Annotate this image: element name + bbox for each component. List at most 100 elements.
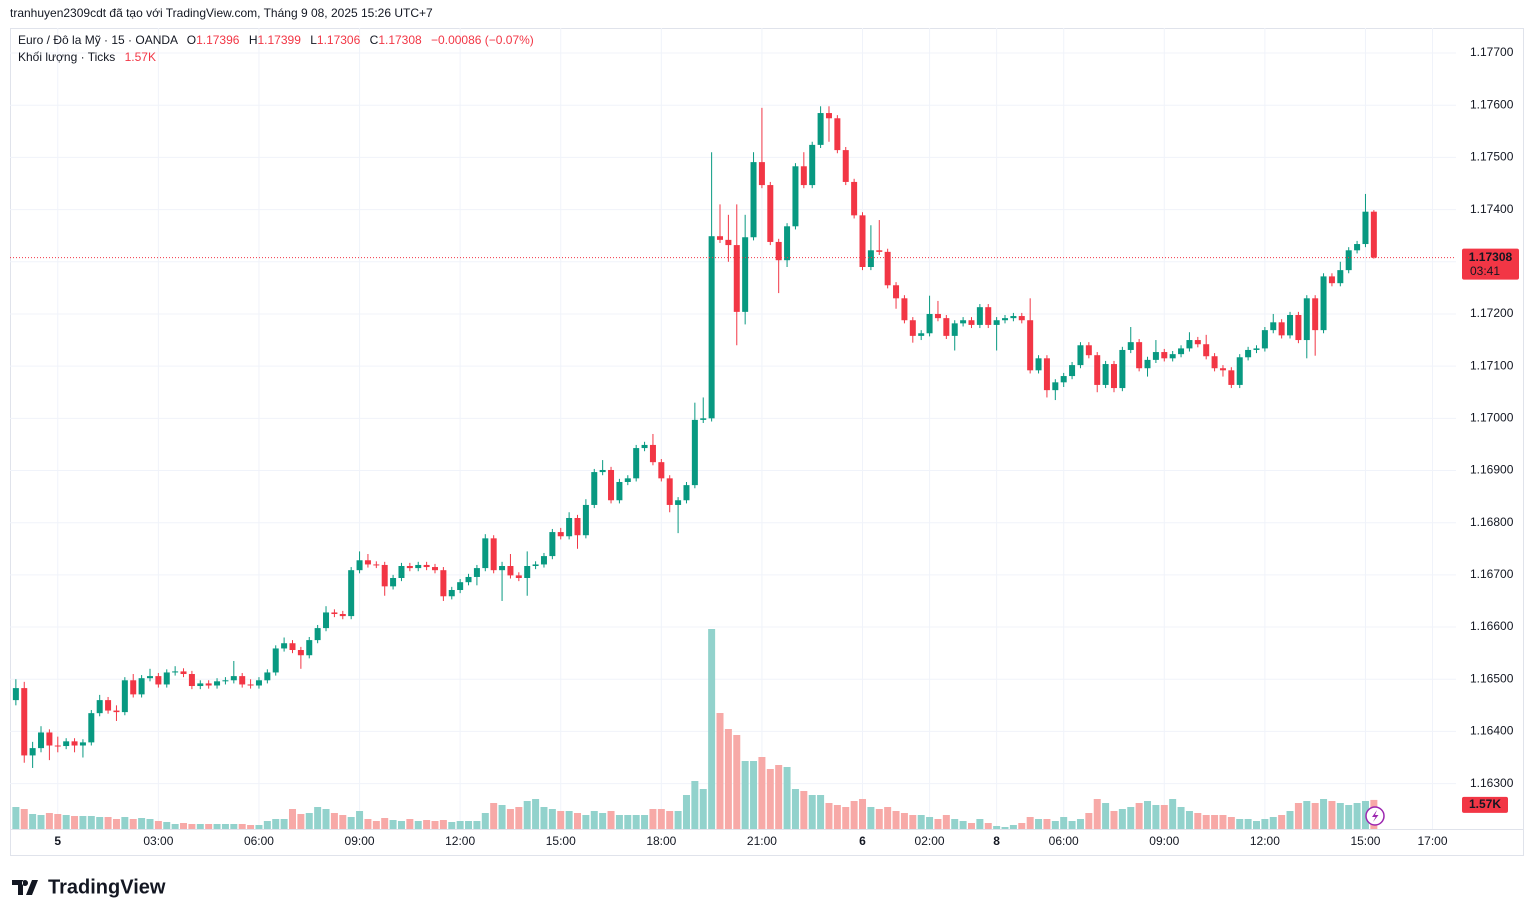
volume-bar (196, 824, 204, 829)
price-tag-value: 1.17308 (1469, 250, 1513, 264)
candle-body (1219, 368, 1226, 371)
candle-body (155, 676, 162, 685)
candle-body (239, 676, 246, 685)
volume-bar (180, 823, 188, 829)
candle-body (331, 612, 338, 615)
candle-body (1169, 354, 1176, 359)
candle-body (909, 320, 916, 336)
candle-body (1228, 370, 1235, 385)
x-tick-label: 02:00 (915, 834, 945, 848)
candle-body (1035, 358, 1042, 371)
l-value: 1.17306 (317, 33, 361, 47)
candle-body (381, 564, 388, 587)
volume-bar (1353, 803, 1361, 829)
candle-body (1178, 348, 1185, 355)
volume-bar (490, 803, 498, 829)
y-tick-label: 1.17000 (1470, 410, 1514, 424)
volume-value: 1.57K (125, 50, 156, 64)
marks (10, 106, 1456, 829)
volume-bar (1269, 817, 1277, 829)
symbol: Euro / Đô la Mỹ · 15 · OANDA (18, 33, 178, 47)
volume-bar (1169, 799, 1177, 829)
candle-body (96, 700, 103, 714)
volume-bar (104, 817, 112, 829)
volume-bar (54, 814, 62, 829)
volume-bar (615, 815, 623, 829)
volume-bar (967, 823, 975, 829)
candle-body (113, 710, 120, 713)
candle-body (281, 643, 288, 649)
candle-body (12, 688, 19, 701)
volume-bar (716, 713, 724, 829)
candle-body (339, 614, 346, 617)
candle-body (842, 150, 849, 182)
y-tick-label: 1.17500 (1470, 150, 1514, 164)
x-tick-label: 17:00 (1418, 834, 1448, 848)
candle-body (599, 469, 606, 473)
candle-body (758, 162, 765, 186)
candle-body (649, 444, 656, 463)
price-tag-countdown: 03:41 (1470, 264, 1500, 278)
volume-bar (1286, 811, 1294, 829)
y-tick-label: 1.16700 (1470, 567, 1514, 581)
volume-bar (45, 813, 53, 829)
candle-body (180, 671, 187, 675)
candle-body (29, 748, 36, 756)
candle-body (1060, 376, 1067, 383)
volume-bar (590, 811, 598, 829)
candle-body (356, 560, 363, 571)
lightning-icon[interactable] (1365, 806, 1385, 826)
volume-bar (733, 735, 741, 829)
candle-body (88, 713, 95, 743)
candle-body (1303, 298, 1310, 341)
candle-body (733, 245, 740, 312)
y-tick-label: 1.16800 (1470, 515, 1514, 529)
candle-body (901, 298, 908, 321)
candle-body (934, 313, 941, 319)
volume-bar (1009, 825, 1017, 829)
volume-bar (1185, 811, 1193, 829)
candle-body (247, 684, 254, 686)
volume-bar (1135, 803, 1143, 829)
volume-bar (976, 819, 984, 829)
candle-body (943, 318, 950, 336)
candle-body (1261, 330, 1268, 349)
volume-bar (138, 818, 146, 829)
candle-body (1370, 211, 1377, 258)
volume-bar (1060, 817, 1068, 829)
x-tick-label: 12:00 (445, 834, 475, 848)
volume-bar (1311, 803, 1319, 829)
volume-bar (1211, 815, 1219, 829)
volume-bar (280, 819, 288, 829)
volume-bar (506, 809, 514, 829)
volume-bar (624, 815, 632, 829)
volume-bar (1294, 803, 1302, 829)
candle-body (767, 185, 774, 242)
candle-body (406, 566, 413, 569)
candle-body (1236, 357, 1243, 385)
candle-body (884, 251, 891, 286)
volume-bar (238, 824, 246, 829)
volume-bar (481, 813, 489, 829)
candle-body (1052, 382, 1059, 391)
volume-bar (1320, 799, 1328, 829)
candle-body (146, 676, 153, 679)
volume-bar (657, 809, 665, 829)
volume-bar (1278, 815, 1286, 829)
candle-body (205, 683, 212, 686)
candle-body (1253, 348, 1260, 350)
volume-bar (825, 803, 833, 829)
candle-body (1094, 355, 1101, 385)
logo-text: TradingView (48, 876, 166, 898)
y-tick-label: 1.17400 (1470, 202, 1514, 216)
candle-body (54, 745, 61, 747)
volume-bar (330, 813, 338, 829)
candle-body (1069, 365, 1076, 377)
candle-body (71, 741, 78, 746)
volume-bar (1177, 807, 1185, 829)
x-tick-label: 15:00 (546, 834, 576, 848)
candle-body (683, 485, 690, 501)
candle-body (574, 517, 581, 536)
volume-bar (62, 815, 70, 829)
volume-bar (557, 811, 565, 829)
